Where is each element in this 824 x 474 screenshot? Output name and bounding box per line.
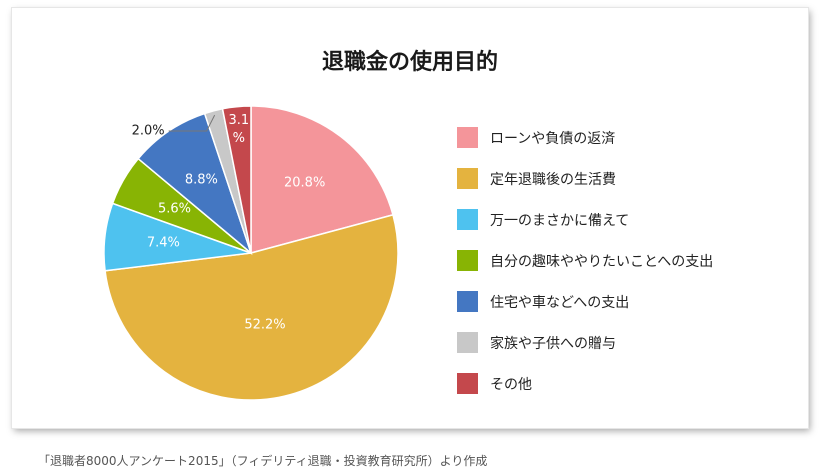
legend-label-3: 自分の趣味ややりたいことへの支出 <box>490 253 714 270</box>
data-label-6: 3.1 <box>228 113 249 128</box>
pie-chart: 20.8% 52.2% 7.4% 5.6% 8.8% 2.0% 3.1% <box>103 105 399 401</box>
leader-line-5 <box>168 114 216 132</box>
legend-item-0: ローンや負債の返済 <box>457 117 797 158</box>
pie-slice-1 <box>104 213 399 401</box>
data-label-2: 7.4% <box>147 236 180 251</box>
chart-title: 退職金の使用目的 <box>321 50 498 75</box>
data-label-5: 2.0% <box>132 124 165 139</box>
legend-item-6: その他 <box>457 363 797 404</box>
source-note: 「退職者8000人アンケート2015」（フィデリティ退職・投資教育研究所）より作… <box>38 454 488 468</box>
legend-label-5: 家族や子供への贈与 <box>490 335 616 352</box>
legend-item-3: 自分の趣味ややりたいことへの支出 <box>457 240 797 281</box>
legend-item-4: 住宅や車などへの支出 <box>457 281 797 322</box>
legend-item-1: 定年退職後の生活費 <box>457 158 797 199</box>
legend-swatch-6 <box>457 373 478 394</box>
legend-swatch-2 <box>457 209 478 230</box>
data-label-0: 20.8% <box>284 176 325 191</box>
legend-label-0: ローンや負債の返済 <box>490 130 616 147</box>
chart-card: 退職金の使用目的 20.8% 52.2% 7.4% 5.6% 8.8% 2.0% 3.1% … <box>12 8 808 428</box>
data-label-4: 8.8% <box>185 173 218 188</box>
legend-swatch-0 <box>457 127 478 148</box>
pie-slice-6 <box>221 105 252 254</box>
legend-swatch-4 <box>457 291 478 312</box>
legend-swatch-5 <box>457 332 478 353</box>
legend-swatch-1 <box>457 168 478 189</box>
legend-swatch-3 <box>457 250 478 271</box>
legend-label-4: 住宅や車などへの支出 <box>490 294 630 311</box>
data-label-6-unit: % <box>233 131 245 146</box>
legend-item-5: 家族や子供への贈与 <box>457 322 797 363</box>
pie-slice-4 <box>137 112 253 256</box>
legend-label-6: その他 <box>490 376 532 393</box>
legend-label-2: 万一のまさかに備えて <box>490 212 630 229</box>
legend-label-1: 定年退職後の生活費 <box>490 171 616 188</box>
legend-item-2: 万一のまさかに備えて <box>457 199 797 240</box>
legend: ローンや負債の返済 定年退職後の生活費 万一のまさかに備えて自分の趣味ややりたいこと… <box>457 117 797 404</box>
pie-slice-0 <box>250 105 394 254</box>
data-label-3: 5.6% <box>158 202 191 217</box>
data-label-1: 52.2% <box>244 318 285 333</box>
